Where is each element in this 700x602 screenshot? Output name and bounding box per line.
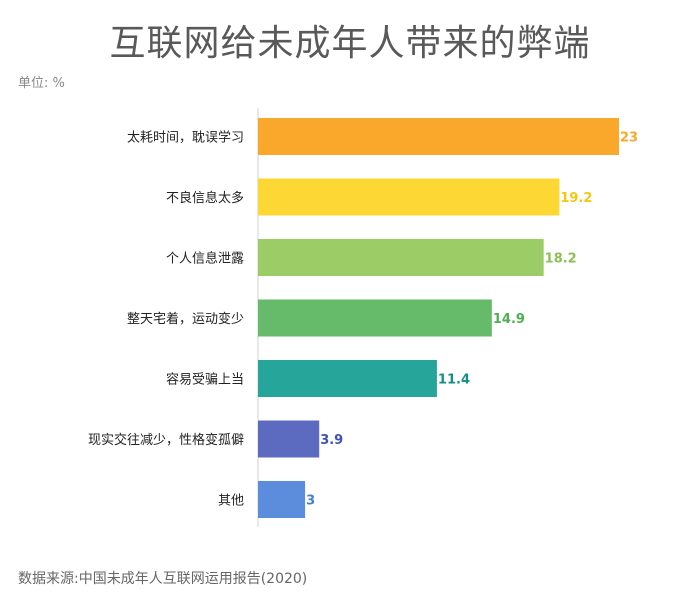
value-label-6: 3.9 <box>320 433 343 448</box>
category-label-5: 容易受骗上当 <box>166 372 244 388</box>
value-label-2: 19.2 <box>560 191 592 206</box>
value-label-3: 18.2 <box>545 252 577 267</box>
source-note: 数据来源:中国未成年人互联网运用报告(2020) <box>18 571 308 587</box>
unit-label: 单位: % <box>18 76 65 91</box>
category-label-7: 其他 <box>218 494 244 509</box>
value-label-4: 14.9 <box>493 312 525 327</box>
bars-group: 太耗时间，耽误学习 23 不良信息太多 19.2 个人信息泄露 18.2 整天宅着，运动变少… <box>88 118 638 518</box>
value-label-5: 11.4 <box>438 373 470 388</box>
bar-7 <box>258 481 306 518</box>
bar-1 <box>258 118 619 155</box>
category-label-3: 个人信息泄露 <box>166 251 244 267</box>
chart-title: 互联网给未成年人带来的弊端 <box>109 23 591 64</box>
bar-2 <box>258 178 560 216</box>
category-label-2: 不良信息太多 <box>166 190 244 206</box>
category-label-6: 现实交往减少，性格变孤僻 <box>88 432 244 448</box>
bar-6 <box>258 420 320 458</box>
value-label-7: 3 <box>306 494 315 509</box>
bar-5 <box>258 360 437 397</box>
category-label-4: 整天宅着，运动变少 <box>127 311 244 327</box>
bar-3 <box>258 239 544 276</box>
bar-4 <box>258 299 492 337</box>
category-label-1: 太耗时间，耽误学习 <box>127 130 244 146</box>
value-label-1: 23 <box>620 131 638 146</box>
